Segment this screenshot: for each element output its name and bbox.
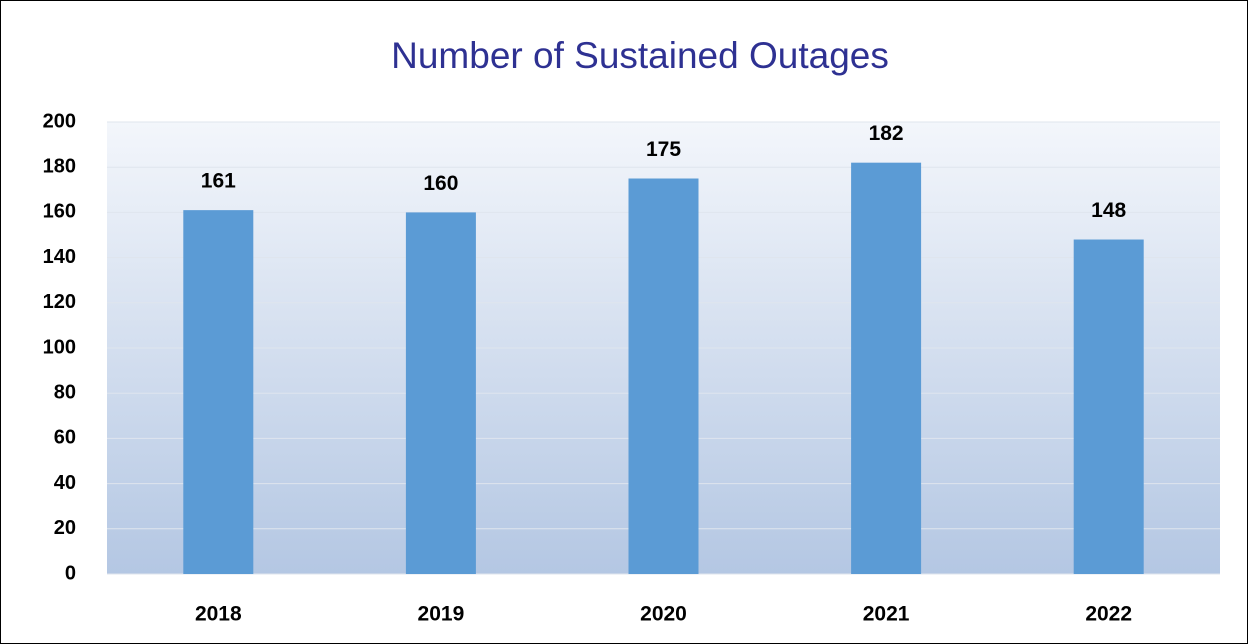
y-tick-label: 80 — [54, 381, 76, 403]
y-tick-label: 120 — [43, 291, 76, 313]
data-label: 175 — [646, 138, 681, 161]
data-label: 148 — [1091, 199, 1126, 222]
bar — [1073, 239, 1144, 574]
data-label: 161 — [201, 170, 236, 193]
x-tick-label: 2019 — [418, 603, 465, 626]
x-tick-label: 2020 — [640, 603, 687, 626]
x-tick-label: 2022 — [1085, 603, 1132, 626]
data-label: 182 — [869, 122, 904, 145]
y-tick-label: 100 — [43, 336, 76, 358]
bar — [628, 178, 699, 574]
x-tick-label: 2021 — [863, 603, 910, 626]
bar — [405, 212, 476, 574]
data-label: 160 — [423, 172, 458, 195]
y-tick-label: 40 — [54, 472, 76, 494]
y-tick-label: 180 — [43, 155, 76, 177]
bar — [183, 210, 254, 574]
bar — [851, 162, 922, 574]
y-tick-label: 20 — [54, 517, 76, 539]
chart-title: Number of Sustained Outages — [391, 35, 889, 76]
y-tick-label: 60 — [54, 427, 76, 449]
y-tick-label: 200 — [43, 110, 76, 132]
y-tick-label: 140 — [43, 246, 76, 268]
y-tick-label: 160 — [43, 201, 76, 223]
y-tick-label: 0 — [65, 562, 76, 584]
x-tick-label: 2018 — [195, 603, 242, 626]
